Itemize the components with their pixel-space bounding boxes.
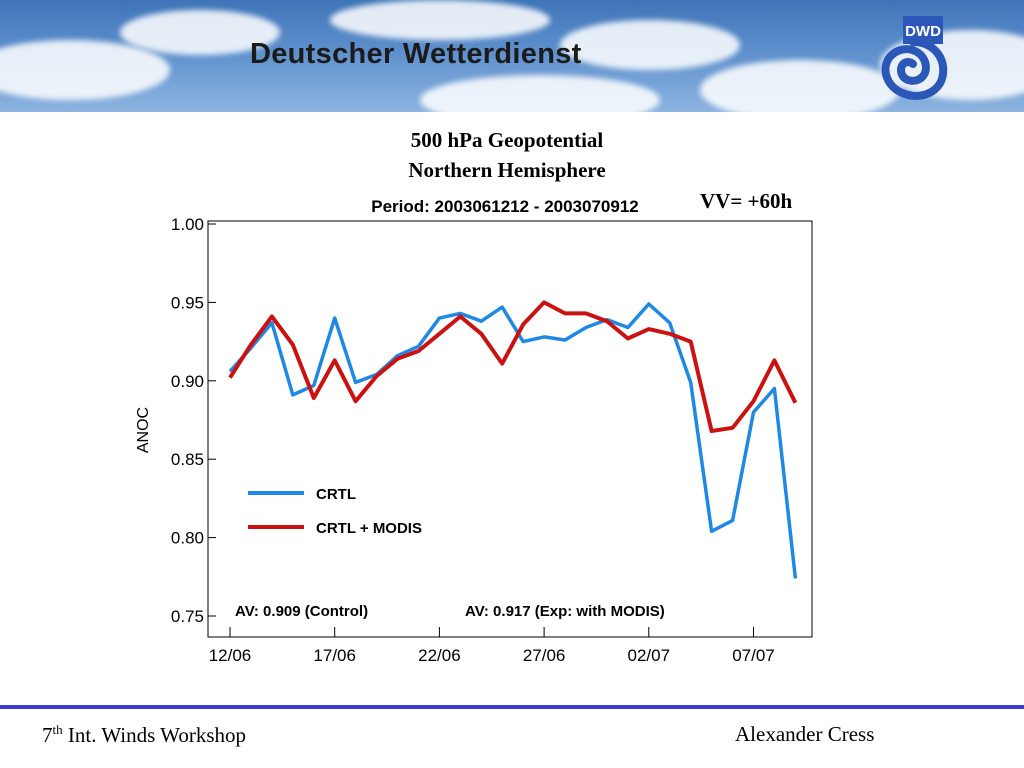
anoc-line-chart: Period: 2003061212 - 2003070912 0.75 0.80…: [135, 197, 813, 665]
y-tick-label: 0.80: [171, 529, 204, 548]
x-tick-label: 27/06: [523, 646, 566, 665]
chart-period-title: Period: 2003061212 - 2003070912: [371, 197, 638, 216]
page-title: Deutscher Wetterdienst: [250, 38, 582, 70]
y-tick-label: 0.90: [171, 372, 204, 391]
y-tick-label: 1.00: [171, 215, 204, 234]
legend-label-modis: CRTL + MODIS: [316, 520, 422, 537]
series-line-crtl-modis: [228, 300, 798, 433]
plot-frame: [207, 220, 813, 638]
footer-author: Alexander Cress: [735, 722, 875, 746]
x-tick-label: 22/06: [418, 646, 461, 665]
annotation-av-control: AV: 0.909 (Control): [235, 603, 368, 620]
svg-text:DWD: DWD: [905, 23, 941, 40]
x-tick-label: 12/06: [209, 646, 252, 665]
footer-workshop-ordinal: th: [52, 722, 63, 737]
footer-workshop-number: 7: [42, 723, 53, 747]
annotation-av-exp: AV: 0.917 (Exp: with MODIS): [465, 603, 665, 620]
y-tick-label: 0.85: [171, 450, 204, 469]
footer-workshop-name: Int. Winds Workshop: [62, 723, 246, 747]
chart-heading-line1: 500 hPa Geopotential: [410, 128, 604, 152]
footer-workshop: 7th Int. Winds Workshop: [42, 722, 246, 748]
x-tick-label: 02/07: [628, 646, 671, 665]
header-banner: Deutscher Wetterdienst DWD: [0, 0, 1024, 112]
footer-divider: [0, 705, 1024, 709]
legend-label-crtl: CRTL: [316, 486, 356, 503]
chart-heading-line2: Northern Hemisphere: [408, 158, 606, 182]
dwd-logo: DWD: [881, 16, 948, 100]
x-tick-label: 17/06: [313, 646, 356, 665]
y-axis-label: ANOC: [135, 407, 152, 453]
series-line-crtl: [228, 302, 798, 579]
y-tick-label: 0.95: [171, 293, 204, 312]
y-tick-label: 0.75: [171, 607, 204, 626]
forecast-range-label: VV= +60h: [700, 189, 793, 213]
x-tick-label: 07/07: [732, 646, 775, 665]
